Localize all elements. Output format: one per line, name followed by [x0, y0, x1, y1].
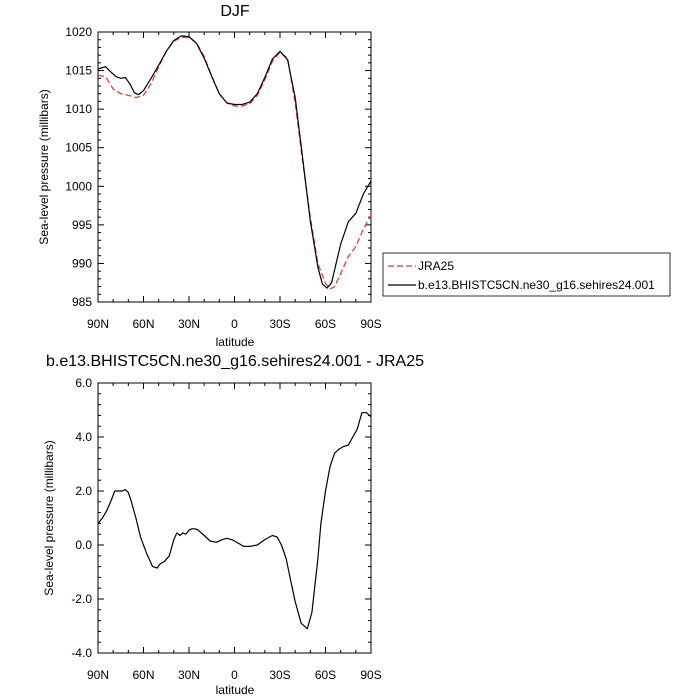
x-tick-label: 90S	[360, 317, 381, 331]
y-tick-label: -2.0	[71, 592, 92, 606]
top-x-axis: 90N 60N 30N 0 30S 60S 90S	[87, 32, 382, 331]
x-tick-label: 60N	[132, 668, 154, 682]
top-plot-frame	[97, 31, 372, 303]
x-tick-label: 30N	[178, 668, 200, 682]
x-tick-label: 0	[231, 668, 238, 682]
legend: JRA25 b.e13.BHISTC5CN.ne30_g16.sehires24…	[382, 252, 671, 297]
y-tick-label: 2.0	[75, 484, 92, 498]
bottom-plot-frame	[97, 382, 372, 654]
legend-label-jra25: JRA25	[418, 259, 454, 273]
x-tick-label: 90N	[87, 668, 109, 682]
y-tick-label: 0.0	[75, 538, 92, 552]
y-tick-label: 1015	[65, 64, 92, 78]
y-tick-label: -4.0	[71, 646, 92, 660]
y-tick-label: 990	[72, 256, 92, 270]
y-tick-label: 985	[72, 295, 92, 309]
x-tick-label: 60S	[315, 317, 336, 331]
bottom-chart-title: b.e13.BHISTC5CN.ne30_g16.sehires24.001 -…	[46, 353, 424, 370]
x-tick-label: 90S	[360, 668, 381, 682]
x-tick-label: 60N	[132, 317, 154, 331]
top-y-axis: 985 990 995 1000 1005 1010 1015 1020	[65, 25, 371, 309]
legend-label-model: b.e13.BHISTC5CN.ne30_g16.sehires24.001	[418, 278, 655, 292]
x-tick-label: 0	[231, 317, 238, 331]
bottom-y-axis: -4.0 -2.0 0.0 2.0 4.0 6.0	[71, 376, 371, 660]
top-series-lines	[97, 35, 372, 290]
x-tick-label: 30S	[269, 668, 290, 682]
top-chart: DJF 985 990 995 1000 1005 1010 1015 1020 90N 60N…	[37, 3, 382, 349]
bottom-x-axis: 90N 60N 30N 0 30S 60S 90S	[87, 383, 382, 682]
x-tick-label: 30S	[269, 317, 290, 331]
bottom-series-lines	[97, 412, 372, 630]
y-tick-label: 1005	[65, 141, 92, 155]
series-line-1	[97, 35, 372, 289]
y-tick-label: 995	[72, 218, 92, 232]
top-x-axis-label: latitude	[216, 335, 255, 349]
series-line-0	[97, 412, 372, 630]
y-tick-label: 1010	[65, 102, 92, 116]
y-tick-label: 4.0	[75, 430, 92, 444]
bottom-chart: b.e13.BHISTC5CN.ne30_g16.sehires24.001 -…	[42, 353, 424, 697]
y-tick-label: 6.0	[75, 376, 92, 390]
top-y-axis-label: Sea-level pressure (millibars)	[37, 89, 51, 244]
x-tick-label: 90N	[87, 317, 109, 331]
series-line-0	[97, 36, 372, 290]
top-chart-title: DJF	[220, 3, 250, 20]
x-tick-label: 60S	[315, 668, 336, 682]
bottom-y-axis-label: Sea-level pressure (millibars)	[42, 440, 56, 595]
bottom-x-axis-label: latitude	[216, 683, 255, 697]
y-tick-label: 1020	[65, 25, 92, 39]
legend-box	[382, 252, 671, 297]
x-tick-label: 30N	[178, 317, 200, 331]
y-tick-label: 1000	[65, 179, 92, 193]
